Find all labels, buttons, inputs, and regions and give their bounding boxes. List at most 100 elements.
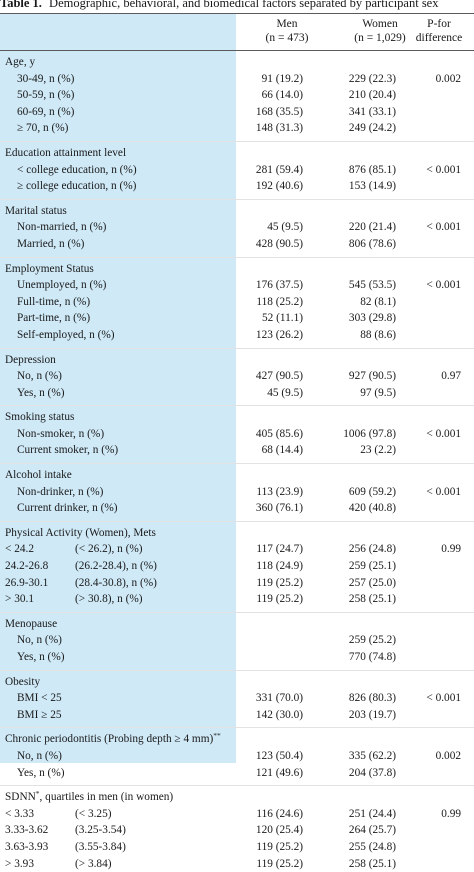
section-title: Alcohol intake bbox=[5, 469, 72, 482]
table-row: 50-59, n (%) 66 (14.0) 210 (20.4) bbox=[0, 87, 474, 104]
table-row: No, n (%) 427 (90.5) 927 (90.5) 0.97 bbox=[0, 368, 474, 385]
section-title: Menopause bbox=[5, 617, 58, 630]
cell-women: 210 (20.4) bbox=[348, 89, 396, 102]
cell-women: 545 (53.5) bbox=[348, 279, 396, 292]
cell-women: 264 (25.7) bbox=[348, 824, 396, 837]
cell-women: 153 (14.9) bbox=[348, 180, 396, 193]
cell-men: 142 (30.0) bbox=[255, 708, 303, 721]
section-heading: Employment Status bbox=[5, 261, 94, 278]
table-row: Yes, n (%) 121 (49.6) 204 (37.8) bbox=[0, 765, 474, 782]
header-p: P-for difference bbox=[404, 17, 474, 45]
cell-women: 249 (24.2) bbox=[348, 122, 396, 135]
row-label: Married, n (%) bbox=[17, 237, 85, 250]
section-gap bbox=[0, 195, 474, 203]
table-row: No, n (%) 123 (50.4) 335 (62.2) 0.002 bbox=[0, 748, 474, 765]
section-gap bbox=[0, 137, 474, 145]
cell-women: 826 (80.3) bbox=[348, 692, 396, 705]
cell-women: 927 (90.5) bbox=[348, 370, 396, 383]
section-divider bbox=[0, 463, 474, 465]
section-heading-row: Physical Activity (Women), Mets bbox=[0, 525, 474, 542]
table-title: Demographic, behavioral, and biomedical … bbox=[49, 0, 439, 10]
cell-p-value: 0.002 bbox=[435, 72, 461, 85]
section-heading-row: Obesity bbox=[0, 674, 474, 691]
row-label: 24.2-26.8 bbox=[5, 560, 49, 573]
table-row: Full-time, n (%) 118 (25.2) 82 (8.1) bbox=[0, 294, 474, 311]
row-label: No, n (%) bbox=[17, 634, 62, 647]
row-label: 3.33-3.62 bbox=[5, 824, 49, 837]
cell-men: 45 (9.5) bbox=[267, 386, 303, 399]
label-column-shading bbox=[0, 14, 236, 763]
section-heading: Obesity bbox=[5, 674, 40, 691]
section-heading-row: Smoking status bbox=[0, 409, 474, 426]
cell-men: 427 (90.5) bbox=[255, 370, 303, 383]
cell-women: 229 (22.3) bbox=[348, 72, 396, 85]
section-heading: Age, y bbox=[5, 54, 35, 71]
cell-p-value: 0.99 bbox=[441, 543, 461, 556]
table-row: BMI < 25 331 (70.0) 826 (80.3) < 0.001 bbox=[0, 690, 474, 707]
section-divider bbox=[0, 347, 474, 349]
header-women-n: (n = 1,029) bbox=[354, 32, 406, 44]
cell-men: 192 (40.6) bbox=[255, 180, 303, 193]
section-heading: Smoking status bbox=[5, 409, 74, 426]
cell-women: 609 (59.2) bbox=[348, 485, 396, 498]
cell-women: 258 (25.1) bbox=[348, 857, 396, 870]
section-gap bbox=[0, 781, 474, 789]
cell-women: 203 (19.7) bbox=[348, 708, 396, 721]
cell-men: 119 (25.2) bbox=[256, 840, 303, 853]
table-row: 30-49, n (%) 91 (19.2) 229 (22.3) 0.002 bbox=[0, 71, 474, 88]
cell-p-value: < 0.001 bbox=[426, 427, 461, 440]
cell-women: 88 (8.6) bbox=[360, 328, 396, 341]
cell-men: 281 (59.4) bbox=[255, 163, 303, 176]
row-label-women-range: (< 3.25) bbox=[75, 807, 112, 820]
table-row: Yes, n (%) 770 (74.8) bbox=[0, 649, 474, 666]
cell-men: 121 (49.6) bbox=[255, 766, 303, 779]
table-row: BMI ≥ 25 142 (30.0) 203 (19.7) bbox=[0, 707, 474, 724]
section-title: Marital status bbox=[5, 204, 67, 217]
cell-men: 119 (25.2) bbox=[256, 593, 303, 606]
cell-men: 119 (25.2) bbox=[256, 576, 303, 589]
section-title: SDNN bbox=[5, 791, 36, 804]
cell-p-value: 0.99 bbox=[441, 807, 461, 820]
table-row: 26.9-30.1 (28.4-30.8), n (%) 119 (25.2) 257… bbox=[0, 575, 474, 592]
section-title: Chronic periodontitis (Probing depth ≥ 4… bbox=[5, 733, 214, 746]
section-title: Employment Status bbox=[5, 262, 94, 275]
section-title-footnote-mark: ** bbox=[213, 731, 221, 741]
section-gap bbox=[0, 344, 474, 352]
section-heading-row: Depression bbox=[0, 352, 474, 369]
section-divider bbox=[0, 785, 474, 787]
cell-women: 257 (25.0) bbox=[348, 576, 396, 589]
section-gap bbox=[0, 666, 474, 674]
cell-men: 91 (19.2) bbox=[261, 72, 303, 85]
row-label: < 24.2 bbox=[5, 543, 34, 556]
cell-women: 1006 (97.8) bbox=[343, 427, 396, 440]
cell-p-value: < 0.001 bbox=[426, 163, 461, 176]
row-label: BMI < 25 bbox=[17, 692, 62, 705]
row-label: BMI ≥ 25 bbox=[17, 708, 62, 721]
header-men-n: (n = 473) bbox=[265, 32, 309, 44]
cell-women: 82 (8.1) bbox=[360, 295, 396, 308]
section-divider bbox=[0, 405, 474, 407]
table-row: Married, n (%) 428 (90.5) 806 (78.6) bbox=[0, 236, 474, 253]
row-label: Current smoker, n (%) bbox=[17, 444, 119, 457]
section-gap bbox=[0, 723, 474, 731]
table-row: Current drinker, n (%) 360 (76.1) 420 (40.… bbox=[0, 500, 474, 517]
section-title: Smoking status bbox=[5, 411, 75, 424]
table-body: Age, y 30-49, n (%) 91 (19.2) 229 (22.3) 0.0… bbox=[0, 54, 474, 872]
table-row: Self-employed, n (%) 123 (26.2) 88 (8.6) bbox=[0, 327, 474, 344]
row-label: < college education, n (%) bbox=[17, 163, 137, 176]
cell-men: 45 (9.5) bbox=[267, 221, 303, 234]
cell-women: 258 (25.1) bbox=[348, 593, 396, 606]
table-row: Unemployed, n (%) 176 (37.5) 545 (53.5) < 0… bbox=[0, 277, 474, 294]
row-label: 26.9-30.1 bbox=[5, 576, 49, 589]
section-divider bbox=[0, 140, 474, 142]
section-heading-row: Age, y bbox=[0, 54, 474, 71]
section-heading: Marital status bbox=[5, 203, 67, 220]
cell-men: 123 (26.2) bbox=[255, 328, 303, 341]
section-title: Depression bbox=[5, 353, 56, 366]
table-row: Current smoker, n (%) 68 (14.4) 23 (2.2) bbox=[0, 442, 474, 459]
cell-p-value: < 0.001 bbox=[426, 279, 461, 292]
cell-men: 113 (23.9) bbox=[256, 485, 303, 498]
header-men-title: Men bbox=[276, 18, 298, 30]
cell-men: 116 (24.6) bbox=[256, 807, 303, 820]
row-label-women-range: (26.2-28.4), n (%) bbox=[75, 560, 157, 573]
